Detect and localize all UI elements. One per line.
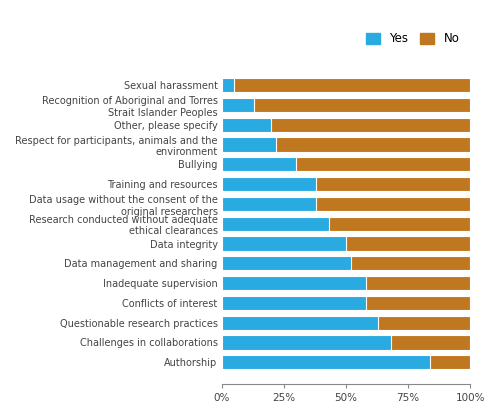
Bar	[222, 237, 346, 251]
Bar	[222, 276, 366, 290]
Bar	[222, 177, 316, 191]
Bar	[222, 138, 276, 152]
Bar	[222, 117, 272, 132]
Bar	[222, 217, 470, 231]
Bar	[222, 117, 470, 132]
Legend: Yes, No: Yes, No	[361, 28, 465, 50]
Bar	[222, 256, 470, 270]
Bar	[222, 78, 234, 92]
Bar	[222, 98, 470, 112]
Bar	[222, 355, 430, 370]
Bar	[222, 157, 470, 171]
Bar	[222, 197, 470, 211]
Bar	[222, 296, 366, 310]
Bar	[222, 157, 296, 171]
Bar	[222, 316, 470, 330]
Bar	[222, 335, 470, 349]
Bar	[222, 276, 470, 290]
Bar	[222, 296, 470, 310]
Bar	[222, 138, 470, 152]
Bar	[222, 177, 470, 191]
Bar	[222, 355, 470, 370]
Bar	[222, 217, 328, 231]
Bar	[222, 197, 316, 211]
Bar	[222, 78, 470, 92]
Bar	[222, 98, 254, 112]
Bar	[222, 237, 470, 251]
Bar	[222, 335, 390, 349]
Bar	[222, 256, 351, 270]
Bar	[222, 316, 378, 330]
